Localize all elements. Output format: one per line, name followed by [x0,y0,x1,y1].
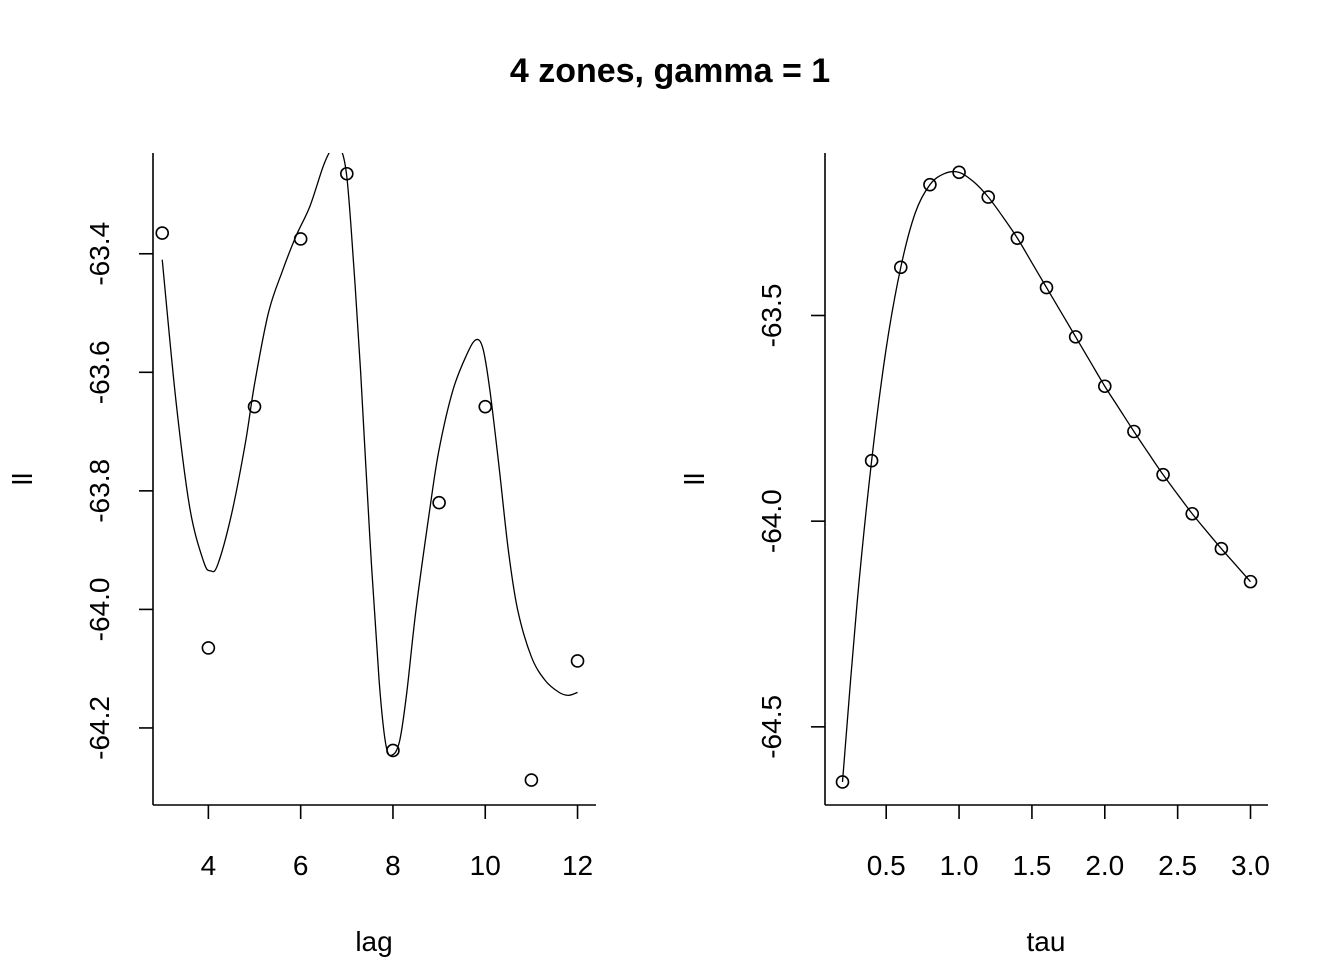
data-point [570,654,585,668]
x-tick-label: 12 [562,850,593,881]
x-tick-label: 2.0 [1085,850,1124,881]
x-axis-label: tau [1027,926,1066,957]
x-tick-label: 10 [470,850,501,881]
x-tick-label: 0.5 [867,850,906,881]
y-tick-label: -64.0 [756,489,787,553]
x-tick-label: 1.5 [1012,850,1051,881]
data-point [835,775,850,789]
data-point [981,190,996,204]
chart-title: 4 zones, gamma = 1 [509,52,831,90]
fitted-curve [161,153,578,757]
data-point [432,495,446,510]
data-point [201,641,216,655]
y-tick-label: -64.0 [84,577,115,641]
data-point [155,226,170,240]
x-tick-label: 4 [201,850,217,881]
data-point [1039,280,1054,295]
y-tick-label: -63.8 [84,459,115,523]
data-point [893,260,908,275]
data-point [1097,379,1112,394]
x-tick-label: 1.0 [940,850,979,881]
data-point [864,453,879,468]
panel-2: 0.5 1.0 1.5 2.0 2.5 3.0 -63.5 -64.0 -64.5 tau ll [679,153,1270,957]
y-tick-label: -63.5 [756,284,787,348]
data-point [923,177,937,192]
y-tick-label: -64.2 [84,696,115,760]
data-point [1068,330,1083,344]
x-tick-label: 2.5 [1158,850,1197,881]
data-point [293,232,308,246]
data-point [952,165,966,180]
y-tick-label: -63.6 [84,340,115,404]
x-tick-label: 6 [293,850,309,881]
data-point [340,166,354,181]
fitted-curve [841,170,1251,783]
y-tick-label: -63.4 [84,222,115,286]
y-tick-label: -64.5 [756,695,787,759]
data-point [247,399,262,414]
y-axis-label: ll [679,473,710,485]
data-point [1010,231,1025,245]
data-point [1243,574,1258,589]
x-tick-label: 8 [385,850,401,881]
data-point [1127,424,1141,439]
x-axis-label: lag [355,926,392,957]
data-point [1185,506,1200,521]
data-point [1214,541,1229,556]
panel-1: 4 6 8 10 12 -63.4 -63.6 -63.8 -64.0 -64.2 lag ll [7,153,596,957]
data-point [524,773,539,787]
y-axis-label: ll [7,473,38,485]
data-point [386,743,400,758]
x-tick-label: 3.0 [1231,850,1270,881]
data-point [1156,467,1170,482]
data-point [478,399,493,414]
